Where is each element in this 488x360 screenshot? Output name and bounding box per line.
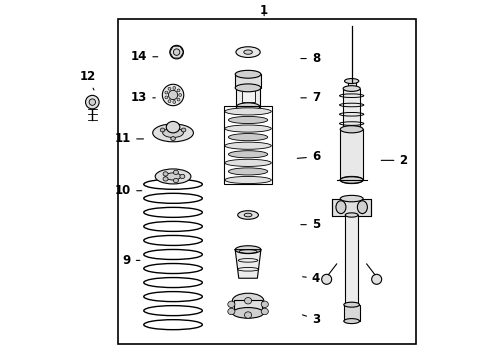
Ellipse shape (345, 213, 357, 217)
Circle shape (168, 90, 177, 100)
Circle shape (169, 45, 183, 59)
Text: 13: 13 (131, 91, 155, 104)
Circle shape (179, 94, 181, 96)
Bar (340, 129, 363, 180)
Ellipse shape (173, 178, 178, 183)
Text: 2: 2 (381, 154, 407, 167)
Circle shape (168, 87, 171, 90)
Ellipse shape (163, 177, 168, 181)
Text: 7: 7 (300, 91, 319, 104)
Ellipse shape (244, 297, 251, 304)
Text: 9: 9 (122, 254, 140, 267)
Ellipse shape (224, 125, 271, 132)
Ellipse shape (235, 84, 261, 92)
Ellipse shape (344, 78, 358, 84)
Text: 11: 11 (115, 132, 143, 145)
Ellipse shape (244, 50, 252, 54)
Circle shape (89, 99, 95, 105)
Ellipse shape (180, 174, 184, 179)
Ellipse shape (321, 274, 331, 284)
Ellipse shape (244, 213, 251, 217)
Ellipse shape (165, 173, 181, 180)
Ellipse shape (261, 301, 268, 307)
Ellipse shape (224, 176, 271, 184)
Ellipse shape (228, 151, 267, 158)
Circle shape (164, 91, 167, 94)
Bar (331, 199, 370, 216)
Ellipse shape (228, 168, 267, 175)
Circle shape (173, 49, 180, 55)
Bar (235, 74, 261, 88)
Ellipse shape (343, 127, 360, 133)
Bar (347, 81, 355, 89)
Ellipse shape (224, 142, 271, 149)
Bar (343, 305, 359, 321)
Ellipse shape (170, 136, 175, 140)
Bar (343, 89, 360, 130)
Ellipse shape (173, 170, 178, 175)
Circle shape (173, 100, 175, 103)
Ellipse shape (224, 159, 271, 166)
Bar (345, 215, 357, 305)
Ellipse shape (236, 71, 259, 78)
Circle shape (173, 86, 175, 89)
Circle shape (177, 98, 180, 101)
Ellipse shape (163, 128, 183, 138)
Text: 10: 10 (115, 184, 142, 197)
Ellipse shape (340, 126, 363, 133)
Ellipse shape (228, 134, 267, 141)
Ellipse shape (261, 308, 268, 315)
Ellipse shape (335, 201, 345, 213)
Circle shape (85, 95, 99, 109)
Ellipse shape (163, 172, 168, 176)
Text: 6: 6 (297, 150, 320, 163)
Ellipse shape (227, 308, 234, 315)
Ellipse shape (160, 128, 164, 132)
Ellipse shape (152, 124, 193, 142)
Ellipse shape (340, 195, 363, 202)
Ellipse shape (235, 246, 261, 253)
Ellipse shape (343, 319, 359, 324)
Bar (224, 106, 271, 184)
Ellipse shape (235, 70, 261, 78)
Ellipse shape (235, 47, 260, 58)
Ellipse shape (155, 169, 190, 184)
Ellipse shape (343, 302, 359, 307)
Circle shape (168, 100, 171, 103)
Bar (118, 19, 415, 344)
Ellipse shape (244, 312, 251, 318)
Ellipse shape (340, 176, 363, 184)
Text: 1: 1 (260, 4, 267, 17)
Ellipse shape (227, 301, 234, 307)
Bar (236, 75, 259, 107)
Text: 3: 3 (302, 313, 319, 326)
Ellipse shape (236, 103, 259, 111)
Text: 5: 5 (300, 218, 320, 231)
Text: 14: 14 (131, 50, 158, 63)
Text: 8: 8 (300, 52, 320, 65)
Ellipse shape (232, 293, 263, 308)
Ellipse shape (345, 303, 357, 307)
Ellipse shape (224, 108, 271, 115)
Bar (241, 80, 254, 102)
Text: 12: 12 (79, 70, 95, 90)
Circle shape (177, 89, 180, 92)
Ellipse shape (237, 211, 258, 219)
Ellipse shape (344, 86, 358, 91)
Ellipse shape (357, 201, 366, 213)
Bar (233, 300, 262, 313)
Ellipse shape (371, 274, 381, 284)
Ellipse shape (232, 307, 263, 318)
Polygon shape (235, 249, 261, 278)
Text: 4: 4 (302, 272, 320, 285)
Circle shape (162, 84, 183, 106)
Ellipse shape (166, 121, 180, 133)
Ellipse shape (228, 116, 267, 123)
Ellipse shape (343, 86, 360, 91)
Ellipse shape (340, 177, 363, 183)
Ellipse shape (181, 128, 185, 132)
Circle shape (164, 96, 167, 99)
